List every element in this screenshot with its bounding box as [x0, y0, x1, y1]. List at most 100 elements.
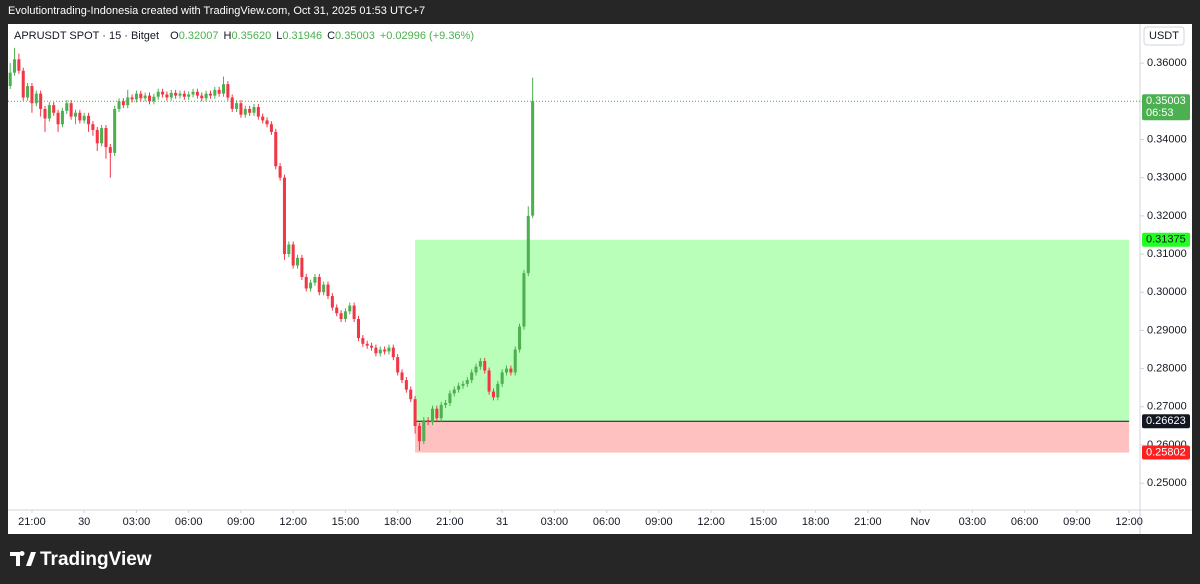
candle-body — [430, 408, 435, 423]
currency-box[interactable] — [1143, 26, 1185, 46]
candle-body — [335, 307, 339, 314]
candle-body — [478, 360, 482, 367]
candle-body — [291, 244, 295, 266]
candle-body — [21, 70, 25, 98]
candle-body — [226, 84, 230, 98]
x-tick-label: 21:00 — [854, 516, 882, 528]
candle-body — [243, 108, 247, 115]
candle-body — [296, 257, 300, 266]
candle-body — [282, 177, 286, 255]
candle-body — [13, 59, 17, 73]
candle-body — [378, 349, 382, 354]
candle-body — [121, 101, 125, 106]
candle-body — [522, 273, 526, 327]
x-tick-label: 12:00 — [1115, 516, 1143, 528]
y-tick-label: 0.27000 — [1147, 401, 1187, 413]
countdown-label: 06:53 — [1146, 107, 1174, 119]
candle-body — [134, 93, 138, 100]
candle-body — [326, 284, 330, 297]
candle-body — [370, 345, 374, 348]
x-tick-label: 09:00 — [1063, 516, 1091, 528]
candle-body — [513, 349, 517, 373]
candle-body — [261, 116, 265, 121]
candle-body — [391, 347, 395, 358]
candle-body — [474, 366, 478, 373]
candle-body — [518, 326, 522, 350]
candle-body — [400, 372, 404, 381]
candle-body — [65, 103, 69, 111]
candle-body — [526, 215, 530, 274]
candle-body — [300, 257, 304, 277]
candle-body — [531, 101, 535, 216]
price-label: 0.26623 — [1146, 415, 1186, 427]
legend-change: +0.02996 (+9.36%) — [380, 30, 474, 42]
candle-body — [235, 103, 239, 109]
candle-body — [143, 95, 147, 99]
x-tick-label: Nov — [910, 516, 930, 528]
candle-body — [8, 72, 12, 87]
candle-body — [339, 313, 343, 319]
candle-body — [95, 129, 99, 144]
candle-body — [435, 408, 439, 419]
candle-body — [278, 166, 282, 178]
legend-value: 0.35003 — [335, 30, 375, 42]
candle-body — [396, 357, 400, 373]
candle-body — [126, 97, 130, 106]
y-tick-label: 0.28000 — [1147, 363, 1187, 375]
candle-body — [34, 93, 38, 104]
candle-body — [187, 94, 191, 97]
y-tick-label: 0.34000 — [1147, 133, 1187, 145]
y-tick-label: 0.30000 — [1147, 286, 1187, 298]
candle-body — [322, 284, 326, 293]
y-tick-label: 0.33000 — [1147, 172, 1187, 184]
candle-body — [30, 86, 34, 104]
x-tick-label: 09:00 — [645, 516, 673, 528]
header-text: Evolutiontrading-Indonesia created with … — [8, 5, 425, 17]
candle-body — [169, 92, 173, 98]
candle-body — [156, 91, 160, 97]
y-tick-label: 0.29000 — [1147, 324, 1187, 336]
candle-body — [269, 124, 273, 132]
candle-body — [457, 385, 461, 390]
logo-icon — [10, 551, 36, 566]
candle-body — [195, 91, 199, 96]
candle-body — [256, 107, 260, 117]
x-tick-label: 21:00 — [436, 516, 464, 528]
x-tick-label: 30 — [78, 516, 90, 528]
candle-body — [182, 93, 186, 97]
legend-label: O — [170, 30, 179, 42]
legend-label: H — [223, 30, 231, 42]
candle-body — [117, 101, 121, 109]
candle-body — [47, 105, 51, 119]
price-label-box — [1142, 94, 1190, 121]
x-tick-label: 31 — [496, 516, 508, 528]
candle-body — [73, 112, 78, 117]
candle-body — [56, 112, 60, 125]
candle-body — [113, 108, 117, 153]
candle-body — [191, 91, 195, 95]
candle-body — [465, 380, 469, 384]
candle-body — [230, 97, 234, 109]
candle-body — [221, 84, 226, 94]
candle-body — [387, 347, 391, 352]
x-tick-label: 03:00 — [123, 516, 151, 528]
candle-body — [444, 402, 448, 405]
candle-body — [104, 128, 108, 148]
x-tick-label: 06:00 — [1011, 516, 1039, 528]
candle-body — [313, 276, 317, 283]
plot — [8, 47, 1140, 453]
candle-body — [78, 112, 82, 121]
candle-body — [208, 93, 212, 96]
candle-body — [304, 276, 308, 289]
x-tick-label: 15:00 — [750, 516, 778, 528]
candle-body — [352, 305, 356, 319]
legend-label: C — [327, 30, 335, 42]
candle-body — [39, 93, 43, 109]
currency[interactable]: USDT — [1149, 30, 1179, 42]
candle-body — [417, 425, 421, 442]
candle-body — [361, 338, 365, 344]
price-label-box — [1142, 414, 1190, 429]
legend-value: 0.35620 — [231, 30, 271, 42]
stop-zone — [415, 421, 1130, 453]
y-tick-label: 0.31000 — [1147, 248, 1187, 260]
